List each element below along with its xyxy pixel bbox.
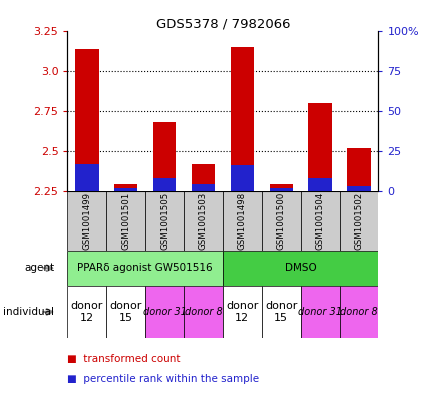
Bar — [222, 286, 261, 338]
Bar — [75, 164, 98, 191]
Bar — [300, 191, 339, 251]
Text: donor 31: donor 31 — [297, 307, 342, 317]
Bar — [222, 191, 261, 251]
Bar — [269, 184, 292, 191]
Bar — [145, 191, 184, 251]
Bar — [346, 148, 370, 191]
Text: donor 8: donor 8 — [339, 307, 377, 317]
Bar — [67, 286, 106, 338]
Text: donor
12: donor 12 — [226, 301, 258, 323]
Bar — [230, 165, 253, 191]
Bar — [269, 187, 292, 191]
Text: donor 31: donor 31 — [142, 307, 186, 317]
Bar — [75, 49, 98, 191]
Bar — [191, 164, 215, 191]
Text: GSM1001498: GSM1001498 — [237, 192, 247, 250]
Text: donor
15: donor 15 — [109, 301, 141, 323]
Text: GSM1001499: GSM1001499 — [82, 192, 91, 250]
Bar — [308, 178, 331, 191]
Text: agent: agent — [24, 263, 54, 273]
Bar — [114, 187, 137, 191]
Text: DMSO: DMSO — [284, 263, 316, 273]
Bar — [230, 48, 253, 191]
Text: donor 8: donor 8 — [184, 307, 222, 317]
Bar — [184, 191, 222, 251]
Text: ■  transformed count: ■ transformed count — [67, 354, 181, 364]
Bar — [67, 251, 222, 286]
Text: individual: individual — [3, 307, 54, 317]
Title: GDS5378 / 7982066: GDS5378 / 7982066 — [155, 17, 289, 30]
Text: donor
15: donor 15 — [264, 301, 297, 323]
Bar — [191, 184, 215, 191]
Bar — [106, 286, 145, 338]
Bar — [261, 191, 300, 251]
Text: PPARδ agonist GW501516: PPARδ agonist GW501516 — [77, 263, 213, 273]
Text: GSM1001505: GSM1001505 — [160, 192, 169, 250]
Bar — [114, 184, 137, 191]
Bar — [153, 122, 176, 191]
Bar — [339, 286, 378, 338]
Bar — [339, 191, 378, 251]
Text: GSM1001502: GSM1001502 — [354, 192, 363, 250]
Bar — [300, 286, 339, 338]
Bar — [184, 286, 222, 338]
Text: ■  percentile rank within the sample: ■ percentile rank within the sample — [67, 374, 259, 384]
Bar — [67, 191, 106, 251]
Text: GSM1001503: GSM1001503 — [198, 192, 207, 250]
Text: GSM1001501: GSM1001501 — [121, 192, 130, 250]
Bar — [222, 251, 378, 286]
Text: GSM1001500: GSM1001500 — [276, 192, 285, 250]
Bar — [308, 103, 331, 191]
Text: GSM1001504: GSM1001504 — [315, 192, 324, 250]
Text: donor
12: donor 12 — [70, 301, 103, 323]
Bar — [106, 191, 145, 251]
Bar — [261, 286, 300, 338]
Bar — [145, 286, 184, 338]
Bar — [346, 186, 370, 191]
Bar — [153, 178, 176, 191]
